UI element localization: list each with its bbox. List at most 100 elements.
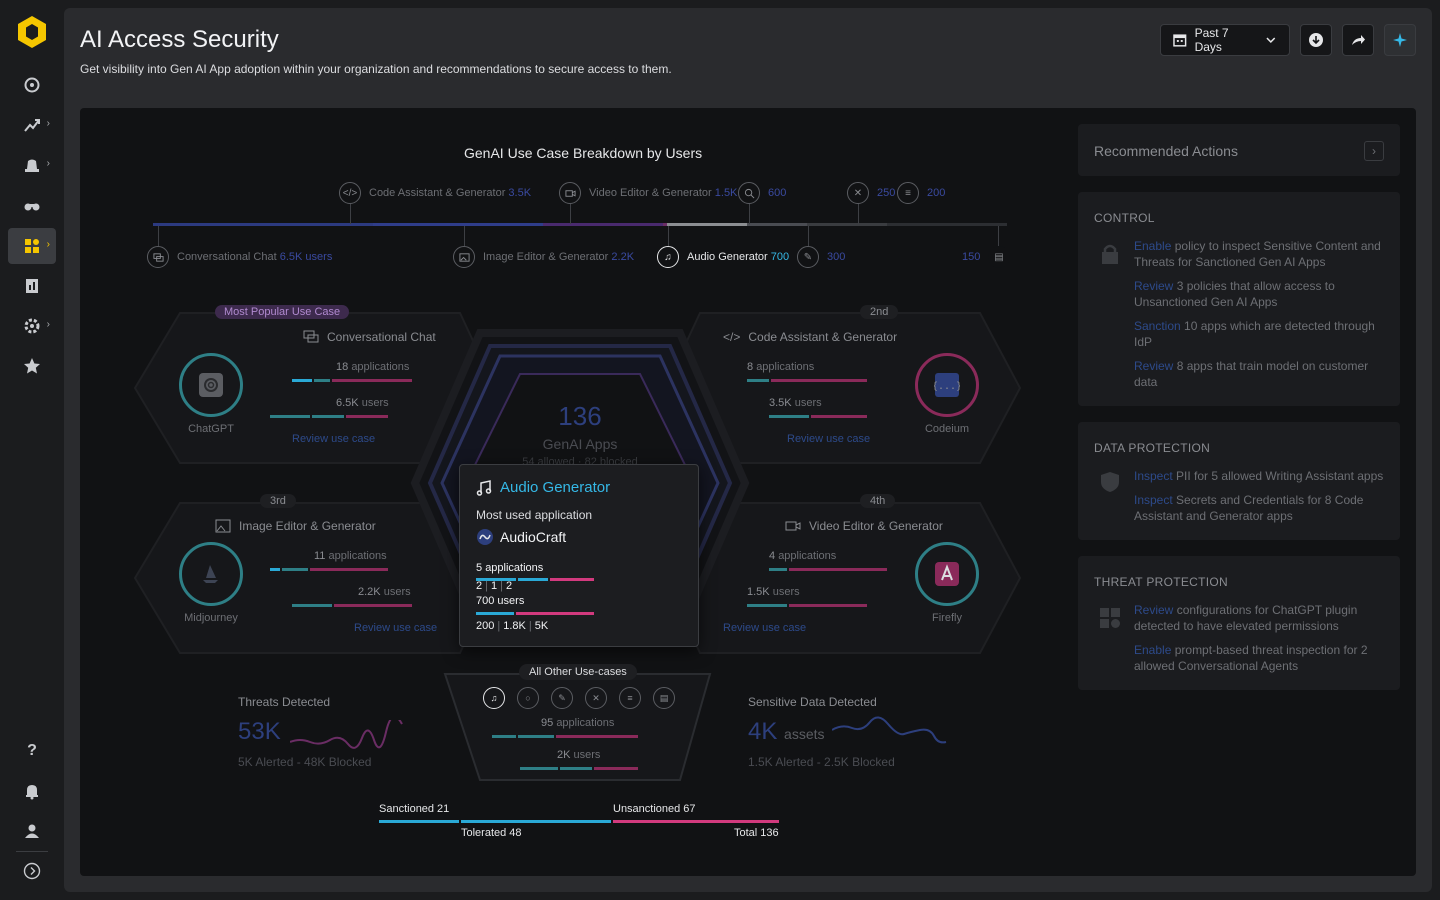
chat-users-metric: 6.5K users <box>336 397 389 409</box>
timeline-label-chat[interactable]: Conversational Chat 6.5K users <box>177 251 333 263</box>
code-icon[interactable]: </> <box>339 182 361 204</box>
activity-icon <box>24 119 40 132</box>
timeline-label-code[interactable]: Code Assistant & Generator 3.5K <box>369 187 532 199</box>
legend-bar-tolerated <box>461 820 611 823</box>
chevron-right-icon[interactable]: › <box>1364 141 1384 161</box>
pen-icon[interactable]: ✎ <box>797 246 819 268</box>
music-icon <box>476 479 492 496</box>
brand-logo[interactable] <box>16 14 48 50</box>
sparkle-icon <box>1393 33 1407 47</box>
action-link[interactable]: Inspect <box>1134 469 1173 483</box>
chat-icon[interactable] <box>147 246 169 268</box>
nav-settings[interactable]: › <box>8 308 56 344</box>
nav-incidents[interactable]: › <box>8 147 56 183</box>
control-action-2: Review 3 policies that allow access to U… <box>1134 279 1335 309</box>
timeline-label-video[interactable]: Video Editor & Generator 1.5K <box>589 187 738 199</box>
data-action-1: Inspect PII for 5 allowed Writing Assist… <box>1134 469 1384 483</box>
hex-title-code: </> Code Assistant & Generator <box>723 330 898 344</box>
calendar-icon[interactable]: ▤ <box>988 246 1010 268</box>
main-panel: AI Access Security Get visibility into G… <box>64 8 1432 892</box>
codeium-logo[interactable]: {...} <box>915 353 979 417</box>
image-icon[interactable] <box>453 246 475 268</box>
download-button[interactable] <box>1300 24 1332 56</box>
threat-action-2: Enable prompt-based threat inspection fo… <box>1134 643 1368 673</box>
midjourney-logo[interactable] <box>179 542 243 606</box>
connector <box>749 204 750 224</box>
nav-apps[interactable]: › <box>8 228 56 264</box>
other-use-cases-title: All Other Use-cases <box>519 664 637 680</box>
ai-assist-button[interactable] <box>1384 24 1416 56</box>
review-use-case-link[interactable]: Review use case <box>723 622 807 634</box>
bar-unsanctioned <box>550 578 594 581</box>
bar-unsanctioned <box>811 415 867 418</box>
tooltip-users: 700 users <box>476 595 525 607</box>
nav-expand[interactable] <box>8 853 56 889</box>
nav-reports[interactable] <box>8 268 56 304</box>
share-button[interactable] <box>1342 24 1374 56</box>
nav-favorites[interactable] <box>8 348 56 384</box>
legend-unsanctioned: Unsanctioned 67 <box>613 803 696 815</box>
connector <box>464 226 465 246</box>
music-icon[interactable]: ♫ <box>657 246 679 268</box>
timeline-value: 600 <box>768 187 787 199</box>
timeline-value: 300 <box>827 251 846 263</box>
chatgpt-logo[interactable] <box>179 353 243 417</box>
firefly-logo[interactable] <box>915 542 979 606</box>
nav-activity[interactable]: › <box>8 107 56 143</box>
breakdown-title: GenAI Use Case Breakdown by Users <box>464 145 703 161</box>
bar-tolerated <box>560 767 592 770</box>
chevron-right-icon: › <box>46 319 50 330</box>
tooltip-users-split: 200 | 1.8K | 5K <box>476 620 549 632</box>
review-use-case-link[interactable]: Review use case <box>787 433 871 445</box>
nav-help[interactable]: ? <box>8 733 56 769</box>
search-icon[interactable]: ○ <box>517 687 539 709</box>
music-icon[interactable]: ♫ <box>483 687 505 709</box>
nav-dashboard[interactable] <box>8 67 56 103</box>
timeline-segment-rest <box>887 223 1007 226</box>
review-use-case-link[interactable]: Review use case <box>354 622 438 634</box>
bar-unsanctioned <box>346 415 388 418</box>
tools-icon[interactable]: ✕ <box>585 687 607 709</box>
threat-icon <box>1100 608 1120 628</box>
bar-sanctioned <box>270 568 280 571</box>
timeline-segment-chat <box>153 223 373 226</box>
nav-explore[interactable] <box>8 187 56 223</box>
action-link[interactable]: Review <box>1134 279 1174 293</box>
list-icon[interactable]: ≡ <box>619 687 641 709</box>
control-action-1: Enable policy to inspect Sensitive Conte… <box>1134 239 1381 269</box>
timeline-label-image[interactable]: Image Editor & Generator 2.2K <box>483 251 635 263</box>
bar-unsanctioned <box>789 568 887 571</box>
search-icon[interactable] <box>738 182 760 204</box>
app-name-codeium: Codeium <box>924 423 970 435</box>
others-apps-metric: 95 applications <box>541 717 615 729</box>
nav-notifications[interactable] <box>8 773 56 809</box>
action-link[interactable]: Review <box>1134 359 1174 373</box>
bar-tolerated <box>518 578 548 581</box>
timeline-label-audio[interactable]: Audio Generator 700 <box>687 251 790 263</box>
dashboard-canvas: GenAI Use Case Breakdown by Users </> Co… <box>80 108 1416 876</box>
action-link[interactable]: Inspect <box>1134 493 1173 507</box>
date-range-select[interactable]: Past 7 Days <box>1160 24 1290 56</box>
recommended-actions-header[interactable]: Recommended Actions › <box>1078 124 1400 176</box>
tooltip-most-used-label: Most used application <box>476 508 593 522</box>
review-use-case-link[interactable]: Review use case <box>292 433 376 445</box>
calendar-icon[interactable]: ▤ <box>653 687 675 709</box>
list-icon[interactable]: ≡ <box>897 182 919 204</box>
video-icon[interactable] <box>559 182 581 204</box>
bar-unsanctioned <box>594 767 638 770</box>
toolbar: Past 7 Days <box>1160 24 1416 56</box>
codeium-icon: {...} <box>934 373 960 397</box>
nav-profile[interactable] <box>8 813 56 849</box>
tools-icon[interactable]: ✕ <box>847 182 869 204</box>
meta-icon <box>477 529 493 545</box>
action-link[interactable]: Review <box>1134 603 1174 617</box>
legend-bar-sanctioned <box>379 820 459 823</box>
rank-badge: 4th <box>860 494 896 508</box>
action-link[interactable]: Enable <box>1134 643 1172 657</box>
bar-tolerated <box>769 415 809 418</box>
action-link[interactable]: Enable <box>1134 239 1172 253</box>
rank-badge: 2nd <box>860 305 899 319</box>
action-link[interactable]: Sanction <box>1134 319 1181 333</box>
pen-icon[interactable]: ✎ <box>551 687 573 709</box>
hex-title-chat: Conversational Chat <box>303 330 436 344</box>
